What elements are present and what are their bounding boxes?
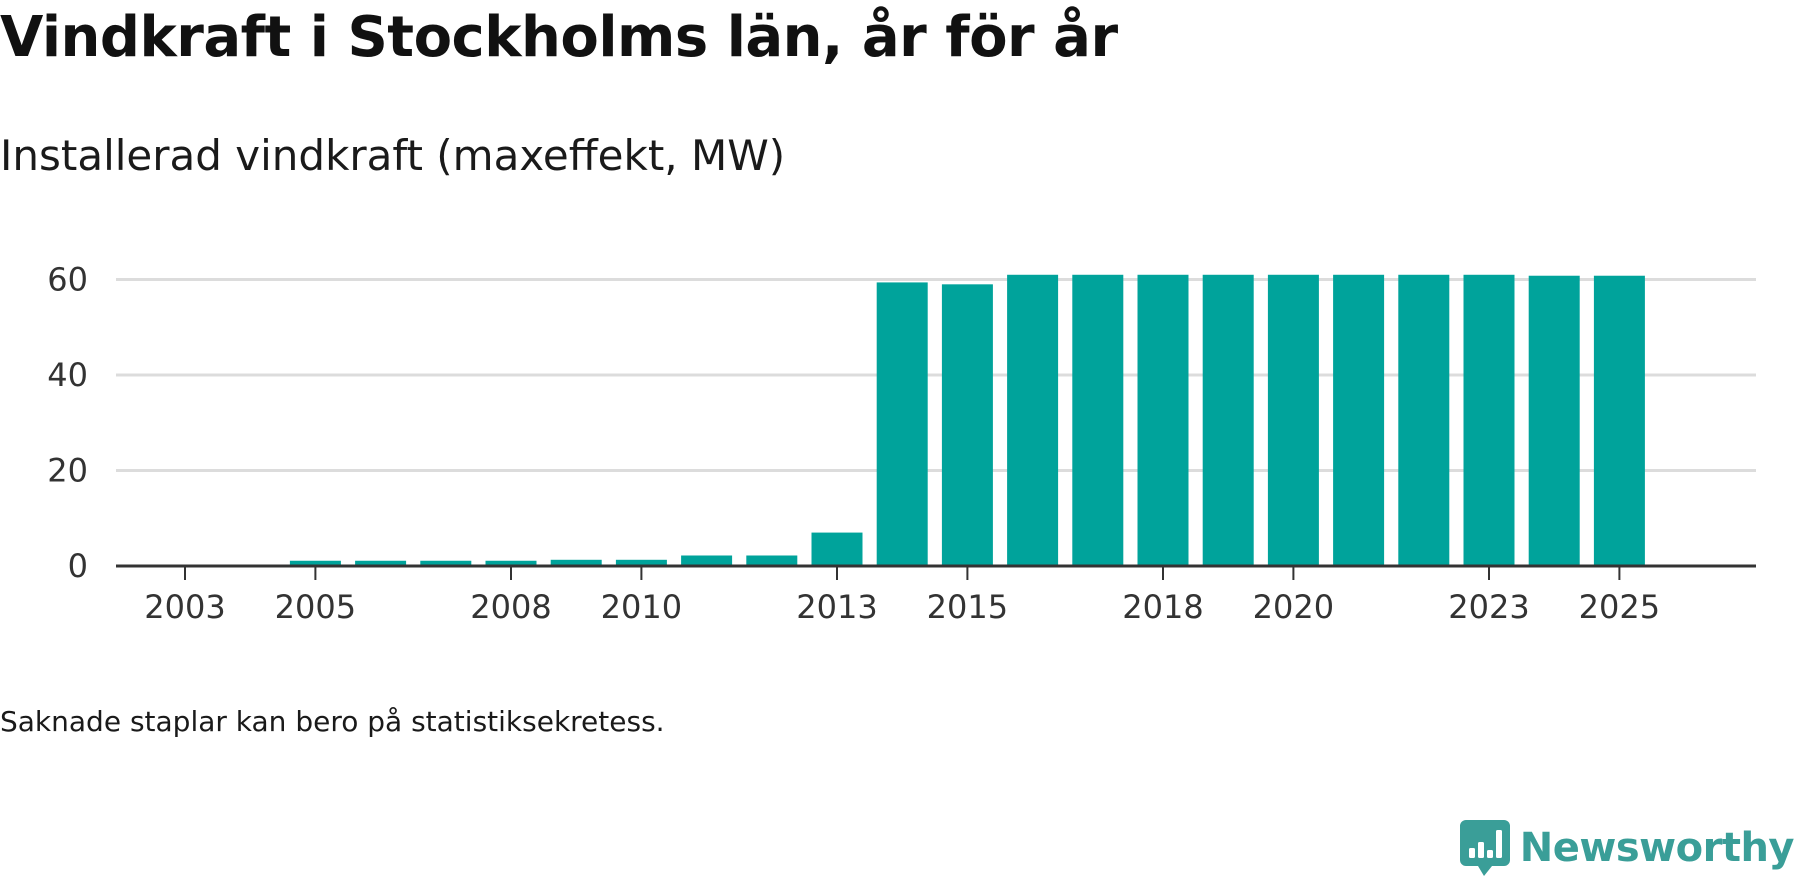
y-tick-label: 0 (68, 547, 88, 585)
chart-title: Vindkraft i Stockholms län, år för år (0, 5, 1118, 70)
speech-bubble-bar-chart-icon (1459, 820, 1510, 876)
footnote: Saknade staplar kan bero på statistiksek… (0, 705, 665, 738)
y-tick-label: 40 (47, 356, 88, 394)
bar-2014 (876, 282, 928, 566)
bar-2023 (1463, 274, 1515, 566)
x-tick-label-2008: 2008 (470, 588, 551, 626)
bar-2006 (355, 560, 407, 566)
bars (289, 274, 1645, 566)
bar-2009 (550, 559, 602, 566)
bar-2025 (1593, 275, 1645, 566)
bar-2005 (289, 560, 341, 566)
x-tick-label-2018: 2018 (1122, 588, 1203, 626)
bar-2008 (485, 560, 537, 566)
bar-chart: 0 20 40 60 2003 2005 2008 2010 2013 2015 2018 2020… (47, 261, 1756, 626)
bar-2017 (1072, 274, 1124, 566)
bar-2020 (1267, 274, 1319, 566)
bar-2019 (1202, 274, 1254, 566)
bar-2015 (941, 284, 993, 566)
bar-2010 (615, 559, 667, 566)
y-axis-labels: 0 20 40 60 (47, 261, 88, 585)
bar-2012 (746, 555, 798, 566)
y-tick-label: 60 (47, 261, 88, 299)
brand-logo: Newsworthy (1459, 820, 1795, 876)
y-tick-label: 20 (47, 452, 88, 490)
x-tick-label-2013: 2013 (796, 588, 877, 626)
x-tick-label-2005: 2005 (275, 588, 356, 626)
bar-2016 (1007, 274, 1059, 566)
bar-2007 (420, 560, 472, 566)
x-tick-label-2015: 2015 (927, 588, 1008, 626)
bar-2024 (1528, 275, 1580, 566)
chart-subtitle: Installerad vindkraft (maxeffekt, MW) (0, 131, 786, 180)
bar-2022 (1398, 274, 1450, 566)
bar-2021 (1333, 274, 1385, 566)
x-axis (116, 564, 1756, 580)
bar-2018 (1137, 274, 1189, 566)
x-tick-label-2023: 2023 (1448, 588, 1529, 626)
brand-name: Newsworthy (1519, 825, 1795, 871)
x-tick-label-2003: 2003 (144, 588, 225, 626)
x-tick-label-2025: 2025 (1579, 588, 1660, 626)
x-tick-label-2010: 2010 (601, 588, 682, 626)
x-tick-label-2020: 2020 (1253, 588, 1334, 626)
x-axis-labels: 2003 2005 2008 2010 2013 2015 2018 2020 2023 2025 (144, 588, 1660, 626)
bar-2011 (681, 555, 733, 566)
bar-2013 (811, 532, 863, 566)
